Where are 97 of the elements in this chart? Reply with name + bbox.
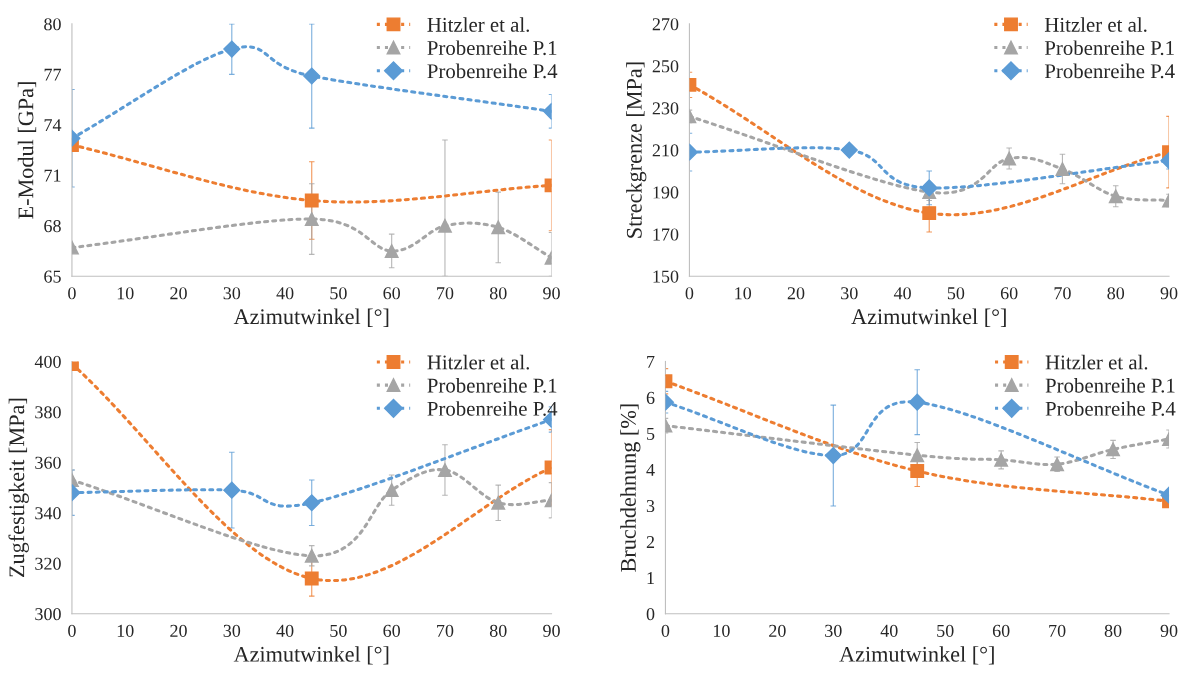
point <box>1050 457 1065 472</box>
x-tick-label: 60 <box>383 287 401 300</box>
x-tick-label: 80 <box>489 624 507 637</box>
x-tick-label: 80 <box>489 287 507 300</box>
x-tick-label: 10 <box>117 624 134 637</box>
x-tick-label: 20 <box>787 287 805 300</box>
x-tick-label: 0 <box>68 287 76 300</box>
y-tick-label: 300 <box>35 608 61 621</box>
point <box>384 483 399 498</box>
legend-label: Hitzler et al. <box>1045 354 1148 370</box>
point <box>438 463 452 477</box>
x-tick-label: 40 <box>880 624 898 637</box>
x-tick-label: 20 <box>170 287 187 300</box>
x-tick-label: 40 <box>276 287 294 300</box>
legend-label: Probenreihe P.4 <box>1044 63 1175 79</box>
x-tick-label: 20 <box>769 624 786 637</box>
y-tick-label: 5 <box>647 428 655 440</box>
y-tick-label: 3 <box>646 499 655 513</box>
y-tick-label: 150 <box>653 270 679 283</box>
x-tick-label: 0 <box>68 624 76 637</box>
x-tick-label: 50 <box>947 287 965 300</box>
y-tick-label: 380 <box>35 406 61 419</box>
x-tick-label: 30 <box>825 624 842 637</box>
legend-label: Hitzler et al. <box>1044 17 1147 32</box>
x-tick-label: 90 <box>1160 287 1178 300</box>
x-tick-label: 10 <box>713 624 730 637</box>
y-tick-label: 170 <box>653 228 679 241</box>
point <box>1055 162 1070 176</box>
x-tick-label: 90 <box>1160 624 1178 637</box>
y-tick-label: 270 <box>652 18 679 31</box>
y-tick-label: 77 <box>44 68 61 81</box>
y-tick-label: 250 <box>652 60 679 73</box>
x-tick-label: 70 <box>437 287 454 300</box>
y-tick-label: 320 <box>35 557 61 570</box>
y-tick-label: 4 <box>646 463 655 476</box>
legend-label: Probenreihe P.4 <box>1045 401 1176 416</box>
x-tick-label: 80 <box>1104 624 1122 637</box>
x-tick-label: 40 <box>276 624 294 637</box>
y-tick-label: 0 <box>646 608 655 621</box>
y-tick-label: 210 <box>652 144 679 157</box>
y-tick-label: 2 <box>646 536 655 548</box>
y-tick-label: 74 <box>44 119 62 132</box>
x-axis-title: Azimutwinkel [°] <box>851 308 1006 327</box>
y-tick-label: 400 <box>34 355 61 368</box>
y-axis-title: Bruchdehnung [%] <box>620 404 641 572</box>
x-axis-title: Azimutwinkel [°] <box>233 308 389 327</box>
x-tick-label: 20 <box>170 624 187 637</box>
x-tick-label: 10 <box>735 287 752 300</box>
point <box>910 448 925 463</box>
y-axis-title: Zugfestigkeit [MPa] <box>8 398 29 577</box>
x-tick-label: 50 <box>330 287 347 300</box>
x-tick-label: 50 <box>330 624 347 637</box>
y-axis-title: Streckgrenze [MPa] <box>626 62 647 238</box>
legend-label: Probenreihe P.1 <box>427 40 557 56</box>
y-tick-label: 71 <box>44 169 61 182</box>
x-tick-label: 40 <box>893 287 911 300</box>
x-tick-label: 70 <box>437 624 454 637</box>
x-tick-label: 60 <box>1000 287 1018 300</box>
x-tick-label: 30 <box>223 287 241 300</box>
x-tick-label: 30 <box>841 287 858 300</box>
point <box>994 452 1009 467</box>
x-tick-label: 0 <box>685 287 694 300</box>
x-tick-label: 70 <box>1049 624 1066 637</box>
legend-label: Probenreihe P.1 <box>1045 377 1175 393</box>
point <box>384 244 399 258</box>
x-axis-title: Azimutwinkel [°] <box>233 646 389 665</box>
x-tick-label: 50 <box>937 624 954 637</box>
y-tick-label: 360 <box>35 456 61 469</box>
x-tick-label: 80 <box>1107 287 1125 300</box>
y-tick-label: 230 <box>652 102 679 115</box>
legend-label: Hitzler et al. <box>427 17 529 32</box>
y-tick-label: 7 <box>647 355 655 368</box>
y-tick-label: 65 <box>44 270 61 283</box>
y-axis-title: E-Modul [GPa] <box>17 82 37 219</box>
y-tick-label: 68 <box>44 220 61 233</box>
y-tick-label: 1 <box>647 572 654 585</box>
x-tick-label: 10 <box>117 287 134 300</box>
point <box>438 218 452 233</box>
point <box>304 212 319 226</box>
x-tick-label: 60 <box>992 624 1010 637</box>
point <box>1002 151 1017 166</box>
point <box>304 548 319 563</box>
legend-label: Probenreihe P.1 <box>427 377 557 393</box>
y-tick-label: 80 <box>44 18 61 31</box>
y-tick-label: 190 <box>653 186 679 199</box>
x-tick-label: 90 <box>543 624 560 637</box>
y-tick-label: 6 <box>646 391 655 404</box>
x-tick-label: 70 <box>1054 287 1071 300</box>
x-axis-title: Azimutwinkel [°] <box>839 646 994 665</box>
legend-label: Probenreihe P.4 <box>427 63 558 79</box>
legend-label: Hitzler et al. <box>427 354 529 370</box>
x-tick-label: 90 <box>543 287 560 300</box>
x-tick-label: 30 <box>223 624 241 637</box>
legend-label: Probenreihe P.1 <box>1044 40 1174 56</box>
legend-label: Probenreihe P.4 <box>427 401 558 416</box>
x-tick-label: 60 <box>383 624 401 637</box>
y-tick-label: 340 <box>35 507 61 520</box>
